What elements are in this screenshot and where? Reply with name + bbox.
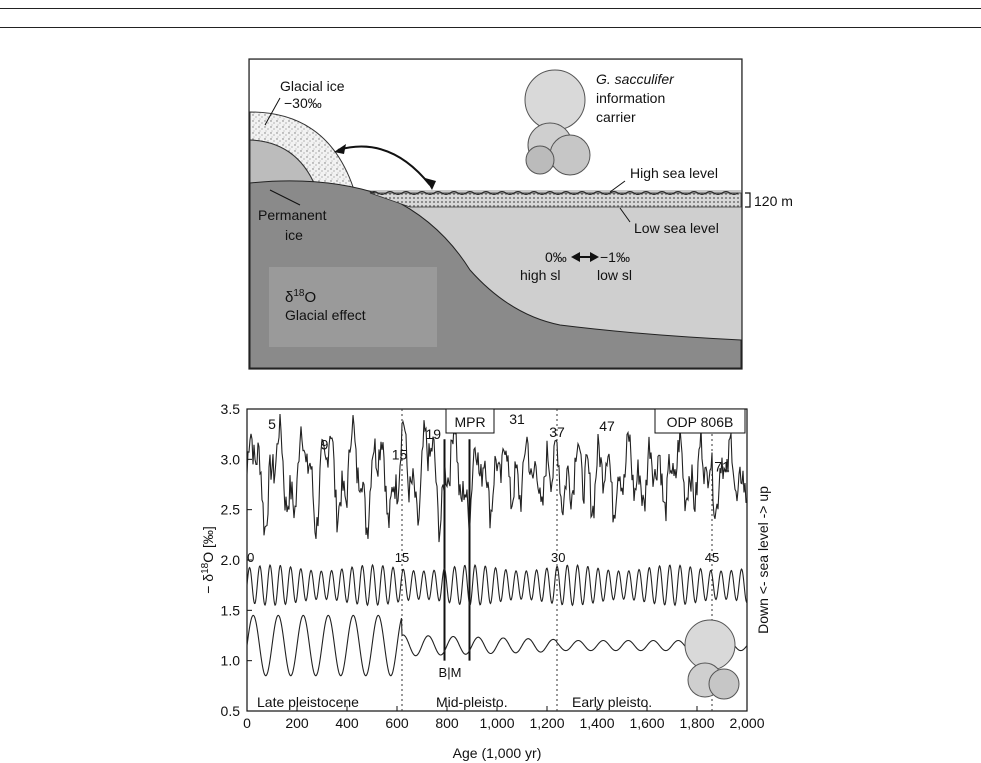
stage-label: 15: [392, 446, 408, 462]
stage-label: 31: [509, 411, 525, 427]
y-tick-label: 0.5: [221, 703, 241, 719]
stage-label: 71: [714, 458, 730, 474]
series-layer: [246, 413, 748, 677]
stage-label: 9: [321, 436, 329, 452]
foraminifera-icon-small: [684, 619, 740, 700]
effect-title: δ18O: [285, 288, 316, 306]
site-label: ODP 806B: [667, 414, 734, 430]
cycle-label: 0: [247, 550, 254, 565]
right-value: −1‰: [600, 249, 630, 265]
range-bracket: [745, 192, 751, 208]
left-value: 0‰: [545, 249, 567, 265]
x-tick-label: 400: [335, 715, 359, 731]
right-caption: low sl: [597, 267, 632, 283]
era-label-early: Early pleisto.: [572, 694, 652, 710]
y-axis-label-suffix: O [‰]: [200, 526, 216, 563]
effect-symbol: δ: [285, 289, 293, 306]
high-sea-level-wave: [369, 191, 739, 195]
x-tick-label: 1,400: [579, 715, 614, 731]
x-tick-label: 0: [243, 715, 251, 731]
stage-labels: 5 9 15 19 31 37 47 71: [268, 411, 730, 474]
glacial-ice-pointer: [264, 97, 281, 126]
x-tick-label: 1,000: [479, 715, 514, 731]
plot-frame: [246, 408, 748, 712]
glacial-ice-label: Glacial ice: [280, 78, 345, 94]
x-tick-label: 1,800: [679, 715, 714, 731]
species-line-2: information: [596, 90, 665, 106]
series-benthic-line: [246, 413, 748, 543]
range-label: 120 m: [754, 193, 793, 209]
cycle-label: 45: [705, 550, 719, 565]
x-tick-label: 600: [385, 715, 409, 731]
left-caption: high sl: [520, 267, 560, 283]
exchange-arrow: [337, 145, 431, 186]
stage-label: 47: [599, 418, 615, 434]
site-box: ODP 806B: [654, 408, 746, 434]
foraminifera-icon: [524, 69, 591, 176]
permanent-ice-pointer: [269, 189, 301, 206]
x-tick-label: 1,200: [529, 715, 564, 731]
cycle-label: 15: [395, 550, 409, 565]
cycle-label: 30: [551, 550, 565, 565]
y-axis-label-super: 18: [200, 562, 211, 574]
y-tick-label: 1.5: [221, 602, 241, 618]
stage-label: 5: [268, 416, 276, 432]
glacial-ice-value: −30‰: [284, 95, 322, 111]
species-line-3: carrier: [596, 109, 636, 125]
high-sea-level-pointer: [609, 180, 626, 193]
x-axis-label: Age (1,000 yr): [453, 745, 542, 761]
stage-label: 19: [425, 426, 441, 442]
exchange-arrowhead-right: [425, 178, 436, 190]
series-obliquity-line: [246, 563, 748, 607]
high-sea-level-label: High sea level: [630, 165, 718, 181]
y-axis: 0.5 1.0 1.5 2.0 2.5 3.0 3.5: [221, 401, 252, 719]
y-tick-label: 2.5: [221, 502, 241, 518]
right-axis-label: Down <- sea level -> up: [755, 486, 771, 634]
stage-label: 37: [549, 424, 565, 440]
header-rule-top: [0, 8, 981, 9]
permanent-ice-label-2: ice: [285, 227, 303, 243]
permanent-ice-label-1: Permanent: [258, 207, 327, 223]
sea-level-diagram: Glacial ice −30‰ Permanent ice G. saccul…: [248, 58, 793, 370]
y-axis-label: − δ18O [‰]: [200, 526, 216, 594]
y-axis-label-prefix: − δ: [200, 574, 216, 594]
effect-box: [269, 267, 437, 347]
low-sea-level-pointer: [619, 207, 631, 223]
effect-label: Glacial effect: [285, 307, 366, 323]
era-label-late: Late pleistocene: [257, 694, 359, 710]
value-arrowhead-left: [571, 252, 580, 262]
mpr-label: MPR: [454, 414, 485, 430]
mpr-box: MPR: [445, 408, 495, 434]
y-tick-label: 3.0: [221, 451, 241, 467]
header-rule-bottom: [0, 27, 981, 28]
effect-superscript: 18: [293, 288, 305, 299]
y-tick-label: 1.0: [221, 653, 241, 669]
x-tick-label: 2,000: [729, 715, 764, 731]
cycle-labels: 0 15 30 45: [247, 550, 719, 565]
exchange-arrowhead-left: [334, 144, 346, 154]
era-label-mid: Mid-pleisto.: [436, 694, 508, 710]
x-tick-label: 800: [435, 715, 459, 731]
effect-o: O: [304, 289, 316, 306]
x-tick-label: 200: [285, 715, 309, 731]
y-tick-label: 3.5: [221, 401, 241, 417]
series-eccentricity-line: [246, 614, 748, 677]
bm-label: B|M: [439, 665, 462, 680]
value-arrowhead-right: [590, 252, 599, 262]
x-axis: 0 200 400 600 800 1,000 1,200 1,400 1,600 1,800 2,…: [243, 706, 765, 731]
low-sea-level-label: Low sea level: [634, 220, 719, 236]
y-tick-label: 2.0: [221, 552, 241, 568]
species-name: G. sacculifer: [596, 71, 675, 87]
x-tick-label: 1,600: [629, 715, 664, 731]
